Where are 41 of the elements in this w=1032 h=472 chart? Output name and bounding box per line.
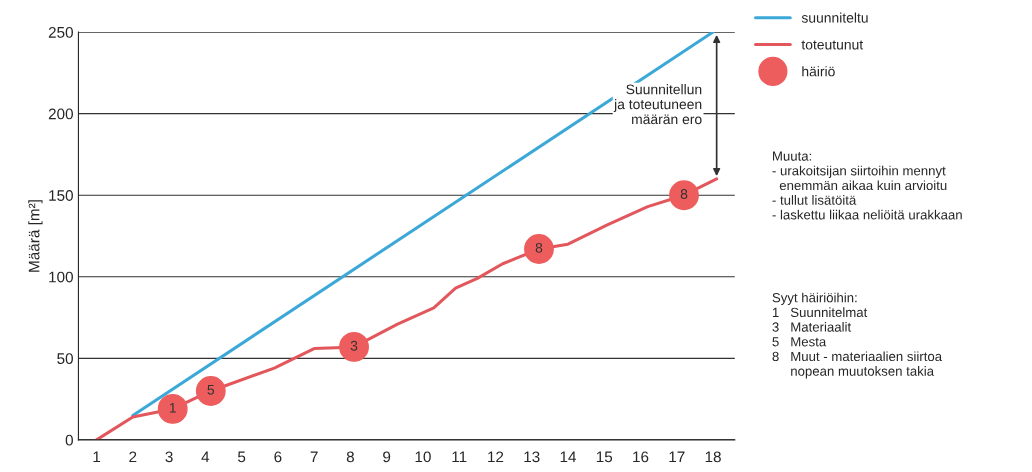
x-tick-label: 1 <box>93 451 101 463</box>
x-tick-label: 4 <box>201 451 210 463</box>
annotation: Suunnitellun ja toteutuneen määrän ero <box>613 84 702 125</box>
y-tick-label: 100 <box>49 271 73 283</box>
y-tick-label: 250 <box>48 26 73 38</box>
annotation: 5 <box>207 385 215 395</box>
x-tick-label: 15 <box>596 451 613 463</box>
x-tick-label: 13 <box>524 451 540 463</box>
x-tick-label: 18 <box>705 451 721 463</box>
y-axis-title: Määrä [m²] <box>28 200 43 272</box>
y-tick-label: 200 <box>48 108 73 120</box>
legend-label: toteutunut <box>801 40 864 50</box>
x-tick-label: 12 <box>488 451 504 463</box>
x-tick-label: 7 <box>310 451 318 463</box>
x-tick-label: 14 <box>560 451 577 463</box>
point <box>339 331 369 362</box>
y-tick-label: 150 <box>49 190 73 201</box>
annotation: 1 <box>169 402 176 413</box>
x-tick-label: 8 <box>346 451 354 463</box>
y-tick-label: 50 <box>57 353 73 365</box>
x-tick-label: 2 <box>129 451 137 463</box>
point <box>195 376 226 406</box>
legend-label: häiriö <box>802 66 835 77</box>
point <box>669 180 699 211</box>
x-tick-label: 16 <box>633 451 649 463</box>
text: Muuta: - urakoitsijan siirtoihin mennyt enemmän aikaa kuin arvioitu - tullut lisätöitä - laskettu liikaa neliöitä urakkaan <box>772 151 962 220</box>
x-tick-label: 17 <box>669 451 685 463</box>
legend-label: suunniteltu <box>801 12 868 23</box>
x-tick-label: 11 <box>452 451 467 463</box>
annotation: 3 <box>350 340 358 351</box>
point <box>157 393 188 424</box>
point <box>524 234 554 264</box>
y-tick-label: 0 <box>65 434 73 446</box>
x-tick-label: 3 <box>165 451 173 463</box>
x-tick-label: 9 <box>383 451 391 463</box>
text: Syyt häiriöihin: 1 Suunnitelmat 3 Materiaalit 5 Mesta 8 Muut - materiaalien siirtoa nopean muutoksen takia <box>772 292 943 379</box>
annotation: 8 <box>680 189 688 199</box>
x-tick-label: 6 <box>274 451 282 463</box>
annotation: 8 <box>535 242 543 253</box>
x-tick-label: 5 <box>237 451 246 463</box>
x-tick-label: 10 <box>415 451 431 463</box>
